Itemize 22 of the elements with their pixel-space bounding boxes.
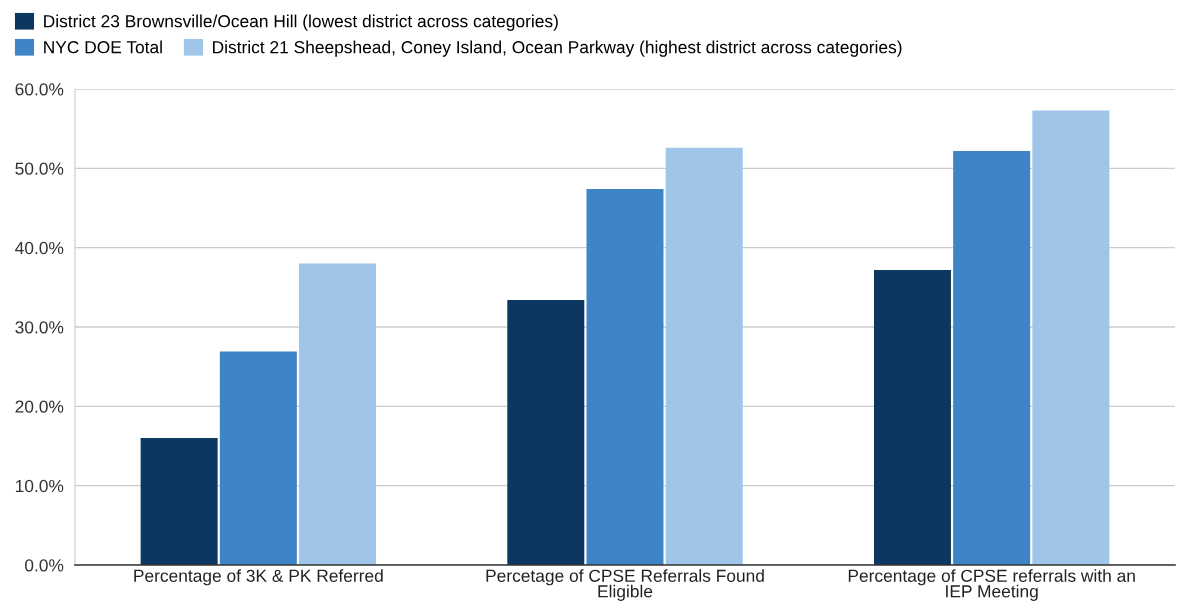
legend-label: NYC DOE Total (44, 40, 162, 54)
bar (586, 188, 664, 565)
y-tick-label: 50.0% (15, 162, 64, 175)
bar (953, 150, 1031, 565)
legend-label: District 21 Sheepshead, Coney Island, Ocean Parkway (highest district across categories) (213, 40, 902, 57)
bar (299, 263, 377, 565)
bar (1032, 110, 1110, 565)
x-tick-label: Percetage of CPSE Referrals Found Eligible (486, 569, 764, 601)
legend-label: District 23 Brownsville/Ocean Hill (lowest district across categories) (44, 14, 558, 31)
bar (140, 438, 218, 565)
bar (665, 147, 743, 565)
bar (873, 269, 951, 565)
bar (507, 300, 585, 565)
y-tick-label: 20.0% (15, 400, 64, 413)
x-tick-label: Percentage of CPSE referrals with an IEP Meeting (848, 569, 1135, 601)
x-tick-label: Percentage of 3K & PK Referred (134, 569, 383, 586)
y-tick-label: 60.0% (15, 83, 64, 96)
y-tick-label: 0.0% (25, 559, 64, 572)
bar (219, 351, 297, 565)
y-tick-label: 30.0% (15, 321, 64, 334)
y-tick-label: 40.0% (15, 241, 64, 255)
y-tick-label: 10.0% (15, 479, 64, 493)
